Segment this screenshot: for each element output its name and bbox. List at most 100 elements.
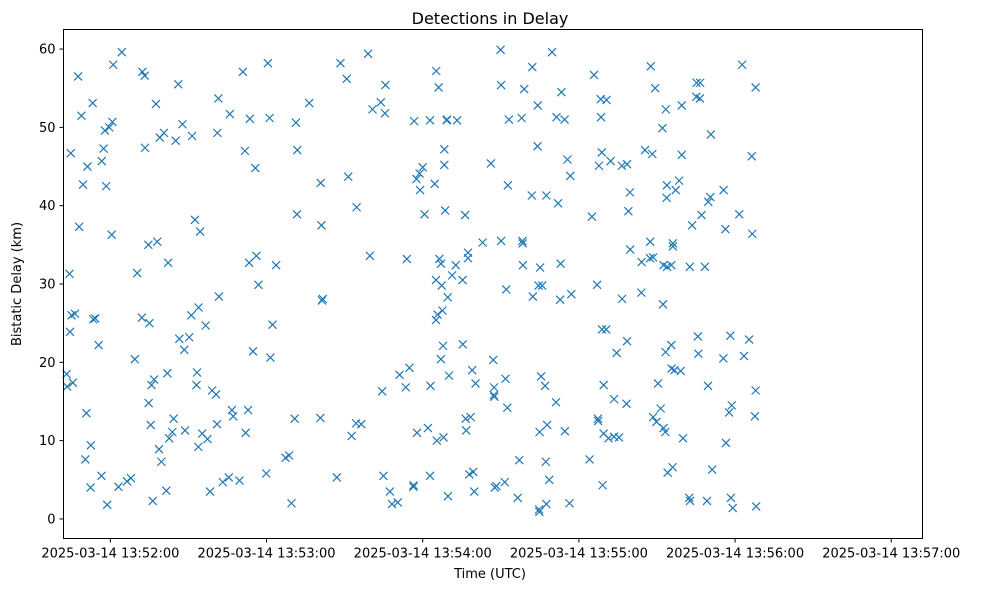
data-point bbox=[268, 320, 277, 330]
data-point bbox=[478, 238, 488, 247]
data-point bbox=[557, 87, 566, 97]
data-point bbox=[501, 374, 510, 384]
data-point bbox=[352, 202, 362, 212]
data-point bbox=[292, 145, 302, 155]
data-point bbox=[213, 93, 223, 103]
data-point bbox=[347, 431, 357, 441]
data-point bbox=[140, 143, 150, 153]
data-point bbox=[658, 299, 668, 309]
data-point bbox=[132, 268, 142, 278]
data-point bbox=[378, 471, 388, 481]
x-axis: 2025-03-14 13:52:00 2025-03-14 13:53:00 20… bbox=[41, 538, 960, 562]
data-point bbox=[438, 341, 448, 351]
data-point bbox=[137, 67, 147, 77]
data-point bbox=[496, 45, 505, 55]
data-point bbox=[614, 433, 624, 442]
data-point bbox=[597, 148, 607, 157]
data-point bbox=[225, 109, 235, 119]
data-point bbox=[144, 318, 154, 328]
data-point bbox=[356, 419, 366, 429]
data-point bbox=[488, 355, 498, 365]
data-point bbox=[563, 155, 572, 164]
data-point bbox=[660, 427, 670, 437]
chart-title: Detections in Delay bbox=[412, 9, 569, 28]
data-point bbox=[668, 238, 678, 248]
data-point bbox=[186, 310, 196, 320]
data-point bbox=[444, 371, 454, 381]
data-point bbox=[667, 364, 676, 373]
data-point bbox=[161, 486, 171, 496]
data-point bbox=[677, 150, 687, 160]
data-point bbox=[489, 382, 499, 392]
data-point bbox=[599, 380, 609, 390]
data-point bbox=[527, 62, 537, 72]
y-tick-label: 40 bbox=[39, 199, 56, 214]
data-point bbox=[606, 156, 616, 166]
data-point bbox=[147, 380, 156, 390]
data-point bbox=[68, 378, 78, 388]
data-point bbox=[747, 229, 757, 239]
data-point bbox=[535, 427, 545, 437]
data-point bbox=[211, 389, 221, 399]
data-point bbox=[315, 413, 325, 423]
data-point bbox=[164, 433, 174, 443]
data-point bbox=[648, 412, 658, 422]
data-point bbox=[376, 97, 386, 107]
data-point bbox=[685, 262, 695, 272]
data-point bbox=[467, 365, 477, 375]
data-point bbox=[241, 428, 251, 438]
x-tick-label: 2025-03-14 13:52:00 bbox=[41, 547, 179, 562]
data-point bbox=[726, 493, 736, 503]
data-point bbox=[73, 72, 83, 81]
data-point bbox=[489, 392, 499, 402]
data-point bbox=[677, 101, 687, 110]
data-point bbox=[381, 80, 390, 90]
data-point bbox=[436, 259, 446, 269]
data-point bbox=[693, 332, 703, 341]
y-tick-label: 10 bbox=[39, 434, 56, 449]
data-point bbox=[518, 238, 528, 248]
data-point bbox=[594, 161, 604, 171]
data-point bbox=[201, 321, 211, 330]
data-point bbox=[528, 292, 538, 301]
data-point bbox=[203, 434, 212, 444]
data-point bbox=[94, 340, 104, 350]
data-point bbox=[393, 498, 403, 507]
data-point bbox=[486, 158, 496, 168]
data-point bbox=[668, 241, 678, 251]
data-point bbox=[674, 176, 684, 186]
data-point bbox=[318, 294, 328, 304]
data-point bbox=[637, 257, 647, 267]
data-point bbox=[162, 368, 172, 378]
data-point bbox=[468, 467, 478, 477]
data-point bbox=[458, 339, 468, 349]
data-point bbox=[291, 118, 301, 128]
data-point bbox=[212, 128, 222, 138]
data-point bbox=[540, 381, 550, 391]
data-point bbox=[152, 237, 162, 247]
data-point bbox=[244, 258, 254, 268]
data-point bbox=[380, 108, 390, 118]
data-point bbox=[425, 471, 435, 481]
data-point bbox=[436, 354, 446, 364]
data-point bbox=[137, 313, 147, 323]
data-point bbox=[317, 220, 326, 230]
data-point bbox=[460, 210, 470, 220]
data-point bbox=[666, 260, 676, 270]
data-point bbox=[409, 116, 419, 126]
data-point bbox=[496, 236, 506, 246]
data-point bbox=[174, 334, 184, 344]
data-point bbox=[647, 149, 657, 159]
data-point bbox=[192, 368, 202, 377]
data-point bbox=[625, 245, 635, 254]
data-point bbox=[597, 324, 607, 334]
data-point bbox=[489, 390, 499, 400]
data-point bbox=[431, 315, 441, 325]
data-point bbox=[143, 240, 153, 250]
data-point bbox=[102, 500, 112, 510]
data-point bbox=[178, 119, 187, 129]
data-point bbox=[623, 206, 633, 216]
data-point bbox=[518, 260, 528, 270]
data-point bbox=[159, 128, 169, 138]
data-point bbox=[415, 169, 425, 179]
